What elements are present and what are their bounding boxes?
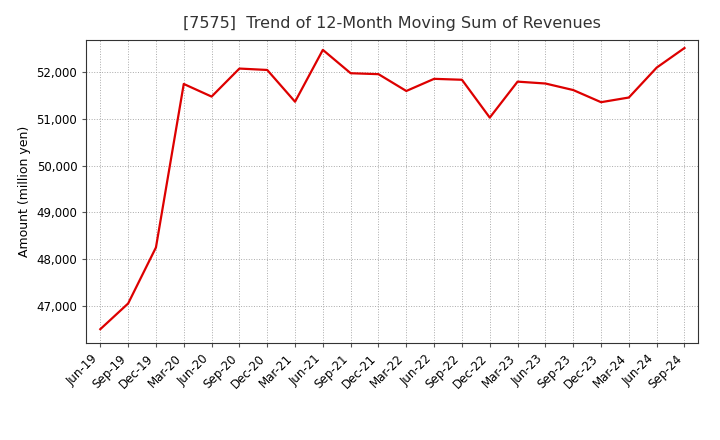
Title: [7575]  Trend of 12-Month Moving Sum of Revenues: [7575] Trend of 12-Month Moving Sum of R…	[184, 16, 601, 32]
Y-axis label: Amount (million yen): Amount (million yen)	[18, 126, 31, 257]
